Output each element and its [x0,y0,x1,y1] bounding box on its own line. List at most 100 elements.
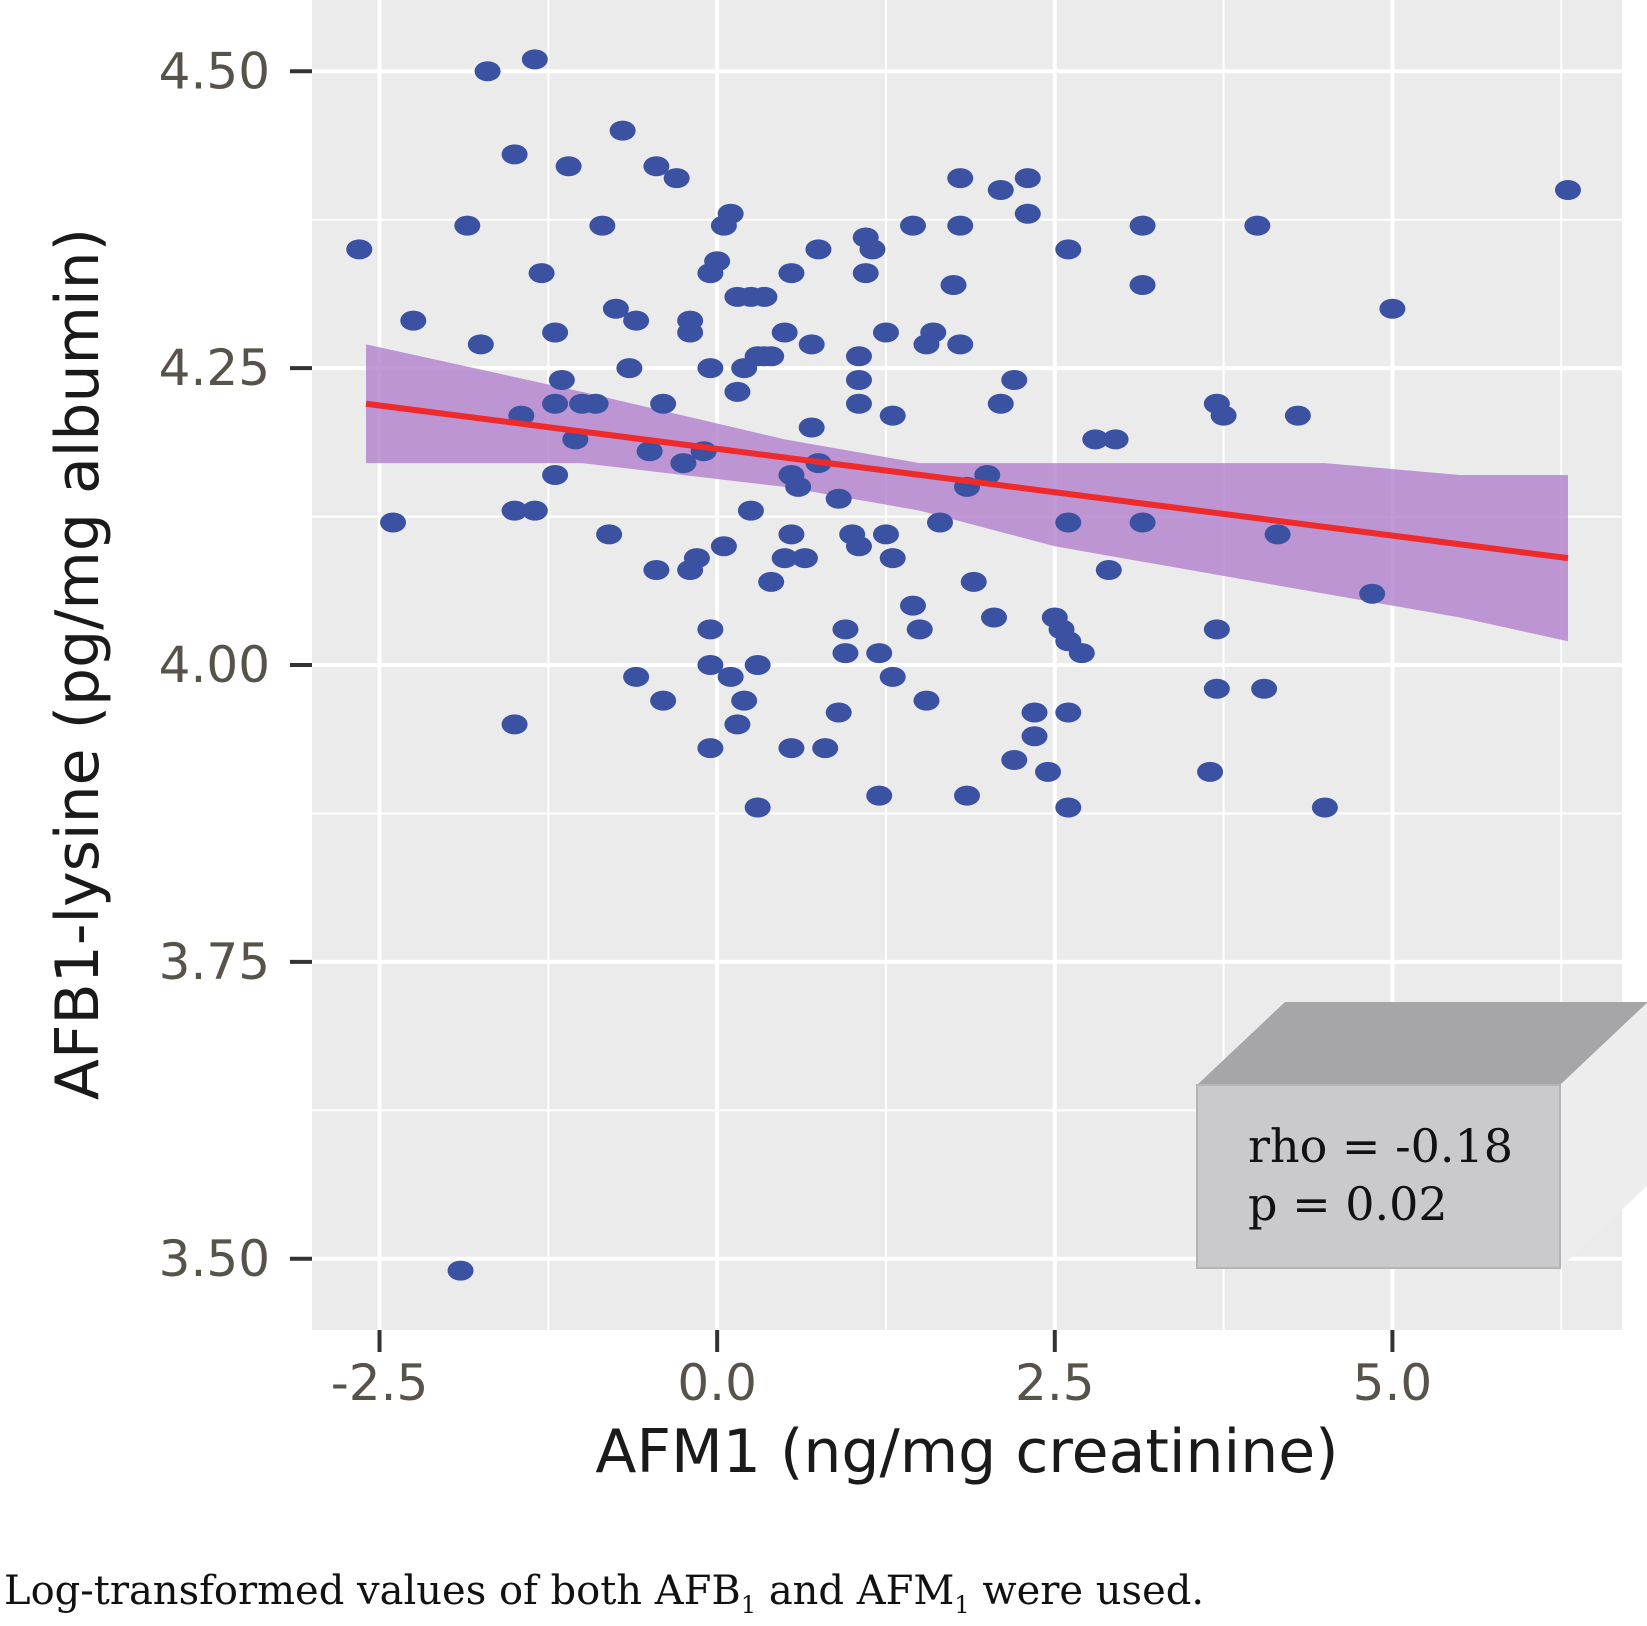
data-point [1284,405,1311,426]
data-point [879,548,906,569]
data-point [758,346,785,367]
data-point [400,310,427,331]
data-point [791,548,818,569]
data-point [1129,215,1156,236]
data-point [987,393,1014,414]
regression-line [365,400,1569,562]
stats-box-top [1197,1002,1647,1085]
data-point [697,738,724,759]
stats-box: rho = -0.18 p = 0.02 [1196,1002,1647,1269]
data-point [501,714,528,735]
data-point [845,536,872,557]
data-point [521,49,548,70]
data-point [899,595,926,616]
data-point [1129,275,1156,295]
data-point [650,690,677,711]
data-point [785,476,812,497]
data-point [1014,203,1041,224]
caption-text-end: were used. [969,1568,1205,1614]
data-point [1001,370,1028,390]
data-point [542,465,569,485]
data-point [1554,180,1581,200]
p-value: p = 0.02 [1248,1177,1448,1231]
data-point [616,358,643,379]
data-point [879,666,906,687]
data-point [683,548,710,569]
data-point [447,1260,474,1281]
data-point [704,251,731,272]
data-point [954,785,980,806]
data-point [947,215,974,236]
data-points [346,49,1581,1281]
data-point [501,500,528,521]
data-point [1055,797,1082,818]
data-point [872,524,899,545]
data-point [710,536,737,557]
data-point [825,488,852,509]
data-point [1102,429,1129,450]
data-point [1055,702,1082,723]
data-point [1311,797,1338,818]
data-point [940,275,967,295]
data-point [812,738,839,759]
data-point [650,393,677,414]
data-point [643,156,670,177]
data-point [798,334,825,355]
data-point [798,417,825,438]
data-point [879,405,906,426]
data-point [1021,702,1048,723]
data-point [609,120,636,141]
data-point [960,571,987,592]
data-point [778,524,805,545]
data-point [1055,512,1082,533]
stats-box-front [1196,1084,1561,1269]
data-point [528,263,555,284]
data-point [501,144,528,165]
data-point [1129,512,1156,533]
data-point [744,655,771,675]
data-point [771,322,798,343]
data-point [724,714,751,735]
data-point [1197,761,1224,782]
data-point [845,393,872,414]
data-point [981,607,1008,628]
data-point [454,215,481,236]
data-point [1055,239,1082,260]
data-point [872,322,899,343]
data-point [731,690,758,711]
data-point [899,215,926,236]
data-point [474,61,501,82]
figure-caption: Log-transformed values of both AFB1 and … [4,1568,1204,1619]
data-point [548,370,575,390]
data-point [663,168,690,189]
y-tick-label: 4.00 [159,636,270,694]
data-point [744,797,771,818]
data-point [906,619,933,640]
data-point [1068,643,1095,664]
data-point [697,655,724,675]
data-point [1379,298,1406,319]
x-tick-label: 2.5 [1015,1354,1095,1412]
data-point [737,500,764,521]
data-point [751,286,778,307]
data-point [697,358,724,379]
y-tick-label: 4.50 [159,42,270,100]
data-point [596,524,623,545]
data-point [636,441,663,462]
data-point [947,334,974,355]
data-point [852,263,879,284]
data-point [778,738,805,759]
data-point [1359,583,1386,604]
data-point [1014,168,1041,189]
data-point [623,666,650,687]
data-point [677,322,704,343]
data-point [920,322,947,343]
data-point [947,168,974,189]
data-point [643,560,670,580]
data-point [1203,619,1230,640]
data-point [825,702,852,723]
rho-value: rho = -0.18 [1248,1119,1513,1173]
data-point [589,215,616,236]
x-tick-label: 5.0 [1353,1354,1433,1412]
